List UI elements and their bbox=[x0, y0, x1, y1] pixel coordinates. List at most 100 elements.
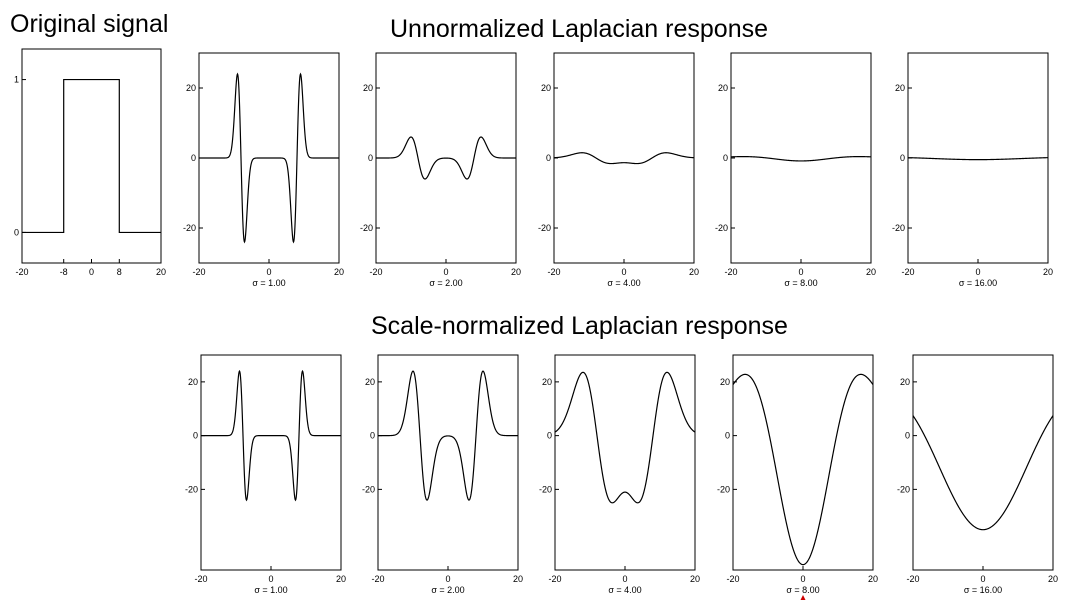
y-tick-label: -20 bbox=[539, 484, 552, 494]
y-tick-label: -20 bbox=[362, 484, 375, 494]
x-tick-label: 20 bbox=[689, 267, 699, 277]
series-line bbox=[553, 152, 695, 165]
axes-frame bbox=[377, 354, 519, 571]
x-tick-label: -20 bbox=[15, 267, 28, 277]
x-tick-label: 0 bbox=[622, 574, 627, 584]
y-tick-label: -20 bbox=[717, 484, 730, 494]
x-tick-label: -20 bbox=[724, 267, 737, 277]
x-tick-label: 20 bbox=[690, 574, 700, 584]
y-tick-label: 20 bbox=[718, 83, 728, 93]
panel-norm-1: -20 0 20 -20 0 20 σ = 1.00 bbox=[185, 354, 346, 595]
y-tick-label: -20 bbox=[183, 223, 196, 233]
axes-frame bbox=[730, 52, 872, 264]
x-tick-label: 0 bbox=[443, 267, 448, 277]
x-tick-label: 0 bbox=[975, 267, 980, 277]
axes-frame bbox=[553, 52, 695, 264]
series-line bbox=[912, 415, 1054, 531]
y-tick-label: 0 bbox=[191, 153, 196, 163]
axes-frame bbox=[912, 354, 1054, 571]
axes-frame bbox=[554, 354, 696, 571]
series-line bbox=[199, 72, 339, 244]
series-line bbox=[376, 136, 516, 180]
x-tick-label: 8 bbox=[117, 267, 122, 277]
x-tick-label: 0 bbox=[621, 267, 626, 277]
panel-unnorm-1: -20 0 20 -20 0 20 σ = 1.00 bbox=[183, 52, 344, 288]
y-tick-label: 0 bbox=[546, 153, 551, 163]
x-tick-label: -20 bbox=[906, 574, 919, 584]
x-tick-label: 0 bbox=[89, 267, 94, 277]
axes-frame bbox=[21, 48, 162, 264]
series-line bbox=[732, 373, 874, 566]
x-tick-label: 20 bbox=[1048, 574, 1058, 584]
y-tick-label: 20 bbox=[900, 377, 910, 387]
y-tick-label: 20 bbox=[363, 83, 373, 93]
y-tick-label: 20 bbox=[186, 83, 196, 93]
x-tick-label: -20 bbox=[547, 267, 560, 277]
sigma-label: σ = 4.00 bbox=[608, 585, 641, 595]
sigma-label: σ = 16.00 bbox=[959, 278, 997, 288]
x-tick-label: 0 bbox=[266, 267, 271, 277]
x-tick-label: -20 bbox=[371, 574, 384, 584]
panel-unnorm-16: -20 0 20 -20 0 20 σ = 16.00 bbox=[892, 52, 1053, 288]
x-tick-label: -20 bbox=[726, 574, 739, 584]
x-tick-label: 20 bbox=[334, 267, 344, 277]
y-tick-label: -20 bbox=[892, 223, 905, 233]
panel-original: -20 -8 0 8 20 0 1 bbox=[14, 48, 166, 277]
panel-norm-8: -20 0 20 -20 0 20 σ = 8.00 bbox=[717, 354, 878, 600]
y-tick-label: 0 bbox=[368, 153, 373, 163]
y-tick-label: 20 bbox=[895, 83, 905, 93]
highlight-marker bbox=[800, 595, 806, 600]
y-tick-label: 0 bbox=[193, 431, 198, 441]
y-tick-label: -20 bbox=[897, 484, 910, 494]
axes-frame bbox=[200, 354, 342, 571]
x-tick-label: 0 bbox=[798, 267, 803, 277]
series-line bbox=[378, 370, 518, 501]
x-tick-label: 0 bbox=[800, 574, 805, 584]
x-tick-label: 20 bbox=[511, 267, 521, 277]
sigma-label: σ = 1.00 bbox=[252, 278, 285, 288]
y-tick-label: -20 bbox=[715, 223, 728, 233]
normalized-row-title: Scale-normalized Laplacian response bbox=[371, 312, 788, 340]
x-tick-label: 20 bbox=[1043, 267, 1053, 277]
series-line bbox=[22, 78, 161, 234]
x-tick-label: 20 bbox=[868, 574, 878, 584]
panel-norm-2: -20 0 20 -20 0 20 σ = 2.00 bbox=[362, 354, 523, 595]
y-tick-label: 20 bbox=[541, 83, 551, 93]
x-tick-label: -8 bbox=[60, 267, 68, 277]
y-tick-label: 20 bbox=[188, 377, 198, 387]
y-tick-label: 20 bbox=[542, 377, 552, 387]
y-tick-label: 0 bbox=[723, 153, 728, 163]
y-tick-label: 0 bbox=[725, 431, 730, 441]
y-tick-label: 1 bbox=[14, 75, 19, 85]
sigma-label: σ = 8.00 bbox=[786, 585, 819, 595]
x-tick-label: 0 bbox=[980, 574, 985, 584]
series-line bbox=[201, 369, 341, 502]
x-tick-label: 20 bbox=[156, 267, 166, 277]
x-tick-label: -20 bbox=[369, 267, 382, 277]
x-tick-label: -20 bbox=[548, 574, 561, 584]
y-tick-label: 20 bbox=[365, 377, 375, 387]
unnormalized-row-title: Unnormalized Laplacian response bbox=[390, 15, 769, 43]
series-line bbox=[554, 371, 696, 504]
sigma-label: σ = 4.00 bbox=[607, 278, 640, 288]
x-tick-label: 0 bbox=[268, 574, 273, 584]
x-tick-label: -20 bbox=[192, 267, 205, 277]
panel-norm-4: -20 0 20 -20 0 20 σ = 4.00 bbox=[539, 354, 700, 595]
y-tick-label: 0 bbox=[370, 431, 375, 441]
x-tick-label: 20 bbox=[513, 574, 523, 584]
x-tick-label: -20 bbox=[194, 574, 207, 584]
y-tick-label: 0 bbox=[905, 431, 910, 441]
y-tick-label: -20 bbox=[538, 223, 551, 233]
x-tick-label: 0 bbox=[445, 574, 450, 584]
sigma-label: σ = 2.00 bbox=[429, 278, 462, 288]
y-tick-label: 0 bbox=[14, 227, 19, 237]
sigma-label: σ = 16.00 bbox=[964, 585, 1002, 595]
y-tick-label: -20 bbox=[360, 223, 373, 233]
panel-unnorm-2: -20 0 20 -20 0 20 σ = 2.00 bbox=[360, 52, 521, 288]
series-line bbox=[907, 157, 1049, 161]
sigma-label: σ = 1.00 bbox=[254, 585, 287, 595]
y-tick-label: -20 bbox=[185, 484, 198, 494]
y-tick-label: 0 bbox=[547, 431, 552, 441]
sigma-label: σ = 2.00 bbox=[431, 585, 464, 595]
original-signal-title: Original signal bbox=[10, 10, 169, 38]
